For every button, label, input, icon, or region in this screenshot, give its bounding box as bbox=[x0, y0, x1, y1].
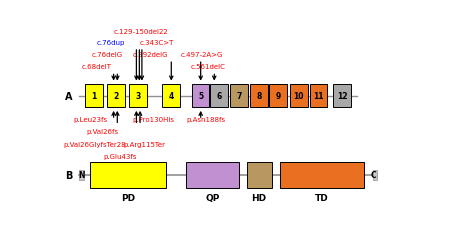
Text: p.Pro130His: p.Pro130His bbox=[133, 117, 175, 123]
Text: TD: TD bbox=[315, 193, 329, 202]
Text: 9: 9 bbox=[275, 92, 281, 101]
Text: B: B bbox=[65, 170, 72, 180]
Text: c.343C>T: c.343C>T bbox=[139, 40, 173, 46]
Text: A: A bbox=[64, 91, 72, 101]
Text: PD: PD bbox=[121, 193, 135, 202]
Text: QP: QP bbox=[205, 193, 220, 202]
Text: 10: 10 bbox=[293, 92, 304, 101]
Text: c.76dup: c.76dup bbox=[97, 40, 126, 46]
Text: 11: 11 bbox=[313, 92, 324, 101]
Bar bbox=[192, 85, 210, 108]
Text: HD: HD bbox=[252, 193, 267, 202]
Bar bbox=[91, 162, 166, 188]
Text: 12: 12 bbox=[337, 92, 347, 101]
Text: 4: 4 bbox=[169, 92, 174, 101]
Text: N: N bbox=[78, 171, 84, 180]
Bar bbox=[210, 85, 228, 108]
Text: c.129-150del22: c.129-150del22 bbox=[114, 29, 168, 35]
Text: 2: 2 bbox=[114, 92, 119, 101]
Text: c.76delG: c.76delG bbox=[91, 52, 123, 58]
Bar bbox=[85, 85, 103, 108]
Text: p.Glu43fs: p.Glu43fs bbox=[103, 153, 137, 159]
Bar bbox=[280, 162, 364, 188]
Bar bbox=[373, 170, 377, 180]
Text: 5: 5 bbox=[198, 92, 203, 101]
Bar bbox=[269, 85, 287, 108]
Bar bbox=[230, 85, 248, 108]
Text: p.Leu23fs: p.Leu23fs bbox=[73, 117, 107, 123]
Text: p.Asn188fs: p.Asn188fs bbox=[186, 117, 225, 123]
Bar bbox=[108, 85, 125, 108]
Text: c.68delT: c.68delT bbox=[82, 64, 111, 70]
Text: 3: 3 bbox=[136, 92, 141, 101]
Text: 1: 1 bbox=[91, 92, 97, 101]
Bar bbox=[333, 85, 351, 108]
Text: c.497-2A>G: c.497-2A>G bbox=[181, 52, 223, 58]
Bar bbox=[186, 162, 239, 188]
Bar bbox=[163, 85, 180, 108]
Bar bbox=[129, 85, 147, 108]
Text: 8: 8 bbox=[256, 92, 261, 101]
Text: 6: 6 bbox=[217, 92, 222, 101]
Text: p.Arg115Ter: p.Arg115Ter bbox=[124, 141, 165, 147]
Text: p.Val26GlyfsTer28: p.Val26GlyfsTer28 bbox=[63, 141, 126, 147]
Text: C: C bbox=[371, 171, 376, 180]
Text: 7: 7 bbox=[237, 92, 242, 101]
Text: p.Val26fs: p.Val26fs bbox=[87, 129, 119, 135]
Bar bbox=[290, 85, 308, 108]
Text: c.561delC: c.561delC bbox=[191, 64, 226, 70]
Bar bbox=[80, 170, 84, 180]
Text: c.392delG: c.392delG bbox=[133, 52, 168, 58]
Bar bbox=[310, 85, 328, 108]
Bar bbox=[250, 85, 267, 108]
Bar bbox=[246, 162, 272, 188]
